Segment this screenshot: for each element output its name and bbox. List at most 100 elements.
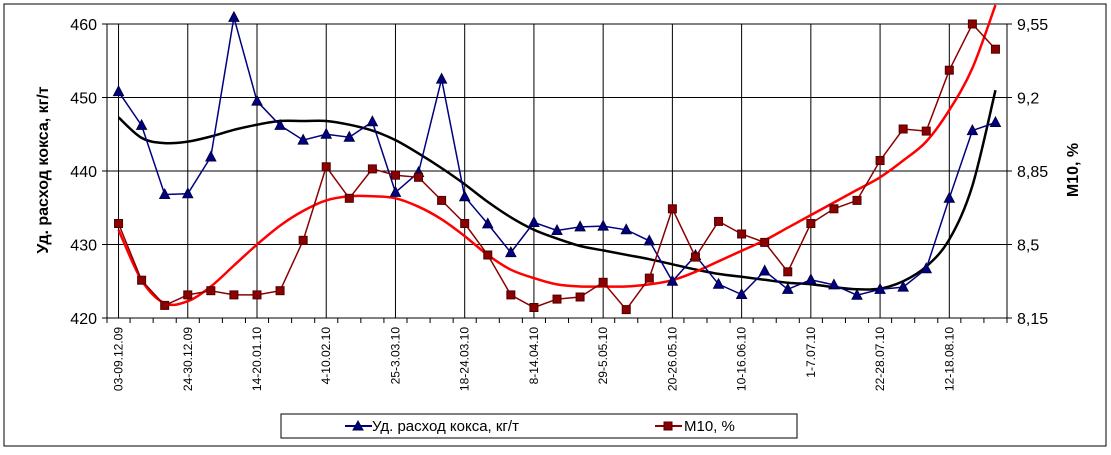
point-m10 [506,290,516,300]
point-m10 [806,219,816,228]
point-coke [989,115,1002,127]
point-coke [297,133,309,145]
point-m10 [990,44,1000,54]
point-m10 [644,273,654,283]
point-m10 [944,65,954,75]
trend-layer [117,4,997,307]
point-m10 [898,124,908,134]
tick-label-left: 430 [70,238,97,255]
legend: Уд. расход кокса, кг/т М10, % [280,413,798,439]
point-coke [112,85,125,97]
point-coke [828,278,840,290]
legend-label-coke: Уд. расход кокса, кг/т [372,418,519,435]
point-m10 [783,267,793,277]
point-m10 [714,216,724,226]
point-coke [874,282,886,294]
point-coke [805,273,817,285]
point-m10 [483,250,493,260]
point-m10 [875,156,885,165]
point-m10 [437,195,447,205]
tick-label-x: 20-26.05.10 [665,327,679,391]
point-coke [851,288,863,300]
point-m10 [414,172,424,182]
point-m10 [344,193,354,203]
point-m10 [298,235,308,245]
point-m10 [921,126,931,136]
point-m10 [829,204,839,214]
point-coke [481,217,494,229]
point-coke [758,264,771,276]
point-coke [666,274,679,286]
tick-label-x: 14-20.01.10 [250,327,264,391]
tick-label-x: 4-10.02.10 [319,327,333,385]
legend-label-m10: М10, % [684,418,735,435]
point-m10 [321,162,331,172]
legend-marker-m10 [663,421,673,431]
y-right-axis-title: М10, % [1065,143,1082,197]
tick-label-right: 8,85 [1017,164,1048,181]
point-coke [735,287,748,299]
tick-label-x: 18-24.03.10 [458,327,472,391]
tick-label-left: 420 [70,311,97,328]
tick-label-right: 8,15 [1017,311,1048,328]
point-m10 [390,170,400,180]
point-m10 [852,195,862,205]
tick-label-left: 440 [70,164,97,181]
series-layer [112,10,1002,315]
point-coke [343,130,356,142]
point-coke [943,191,956,203]
tick-label-left: 460 [70,17,97,34]
legend-marker-coke [352,419,364,431]
point-coke [274,118,286,130]
point-coke [920,262,933,274]
tick-label-x: 12-18.08.10 [942,327,956,391]
point-coke [251,94,263,106]
tick-label-x: 29-5.05.10 [596,327,610,385]
tick-label-x: 25-3.03.10 [388,327,402,385]
point-m10 [967,19,977,29]
point-m10 [598,277,608,287]
tick-label-left: 450 [70,91,97,108]
point-m10 [667,204,677,214]
point-m10 [252,290,262,300]
point-coke [528,215,540,227]
trendline-coke [117,89,997,291]
point-coke [320,127,333,139]
tick-label-right: 9,55 [1017,17,1048,34]
point-m10 [552,294,562,304]
tick-label-right: 9,2 [1017,91,1039,108]
point-coke [781,282,794,294]
tick-label-x: 24-30.12.09 [181,327,195,391]
point-coke [551,223,563,236]
tick-label-right: 8,5 [1017,238,1039,255]
point-coke [712,277,725,289]
point-coke [181,187,194,199]
point-m10 [114,219,124,228]
point-coke [897,280,909,292]
point-coke [158,187,171,200]
point-coke [643,234,656,246]
point-coke [597,219,609,231]
point-m10 [737,229,747,239]
point-m10 [760,237,770,247]
trendline-m10 [117,4,997,307]
point-coke [620,223,633,235]
point-m10 [529,303,539,312]
tick-label-x: 1-7.07.10 [804,327,818,378]
point-m10 [137,275,147,285]
point-coke [135,118,148,130]
point-m10 [160,300,170,310]
tick-label-x: 22-28.07.10 [873,327,887,391]
ticks-layer: 420 430 440 450 460 8,15 8,5 8,85 9,2 9,55 03-09.1… [70,17,1048,391]
point-coke [435,72,448,84]
tick-label-x: 8-14.04.10 [527,327,541,385]
y-left-axis-title: Уд. расход кокса, кг/т [35,86,52,253]
point-m10 [690,252,700,262]
point-m10 [183,290,193,300]
point-coke [366,115,379,127]
point-coke [389,185,402,197]
point-m10 [367,164,377,174]
point-coke [458,190,471,202]
